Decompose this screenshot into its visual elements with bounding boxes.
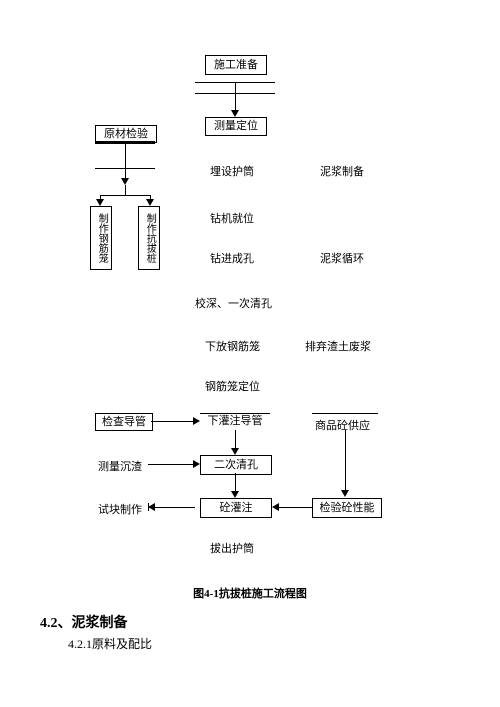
- node-mud-cycle: 泥浆循环: [320, 250, 364, 266]
- figure-caption: 图4-1抗拔桩施工流程图: [165, 585, 335, 601]
- node-drilling: 钻进成孔: [210, 250, 254, 266]
- node-label: 二次清孔: [214, 459, 258, 471]
- node-make-pile: 制作抗拔桩: [138, 206, 160, 270]
- node-check-tremie: 检查导管: [95, 413, 153, 431]
- node-test-block: 试块制作: [98, 501, 142, 517]
- h-sed: [148, 464, 195, 465]
- section-heading: 4.2、泥浆制备: [40, 612, 128, 632]
- arrow-split-l: [96, 199, 104, 206]
- node-test-concrete: 检验砼性能: [312, 498, 382, 518]
- node-rig-position: 钻机就位: [210, 210, 254, 226]
- node-label: 检验砼性能: [320, 502, 375, 514]
- node-lower-cage: 下放钢筋笼: [205, 338, 260, 354]
- subheading-text: 4.2.1原料及配比: [68, 637, 152, 651]
- node-construction-prep: 施工准备: [205, 55, 267, 75]
- node-label: 下灌注导管: [208, 415, 263, 427]
- mat-dbl-top: [95, 141, 155, 142]
- conc-topline: [312, 413, 378, 414]
- arrow-split-r: [146, 199, 154, 206]
- node-label: 排弃渣土废浆: [305, 341, 371, 353]
- v-n9-n10: [235, 430, 236, 450]
- node-label: 试块制作: [98, 504, 142, 516]
- node-label: 拔出护筒: [210, 543, 254, 555]
- heading-text: 4.2、泥浆制备: [40, 616, 128, 631]
- mat-split-h: [100, 195, 150, 196]
- block-tick: [148, 503, 149, 511]
- node-label: 检查导管: [102, 416, 146, 428]
- node-label: 测量定位: [214, 120, 258, 132]
- node-label: 钢筋笼定位: [205, 381, 260, 393]
- mat-v: [125, 143, 126, 181]
- arrow-n1-n2: [231, 110, 239, 117]
- node-concrete-pour: 砼灌注: [200, 498, 272, 518]
- node-install-casing: 埋设护筒: [210, 163, 254, 179]
- v-n1-n2: [235, 82, 236, 112]
- node-label: 下放钢筋笼: [205, 341, 260, 353]
- node-first-clean: 校深、一次清孔: [195, 295, 272, 311]
- h-checkpipe: [151, 421, 195, 422]
- node-label: 校深、一次清孔: [195, 298, 272, 310]
- node-label: 制作抗拔桩: [144, 213, 155, 263]
- node-cage-position: 钢筋笼定位: [205, 378, 260, 394]
- node-label: 钻机就位: [210, 213, 254, 225]
- arrow-block: [148, 503, 155, 511]
- node-label: 测量沉渣: [98, 461, 142, 473]
- v-conc-test: [345, 430, 346, 492]
- arrow-sed: [193, 460, 200, 468]
- arrow-test-pour: [272, 503, 279, 511]
- mat-split-stem: [125, 185, 126, 195]
- node-spoil: 排弃渣土废浆: [305, 338, 371, 354]
- arrow-mat-down: [121, 178, 129, 185]
- node-label: 施工准备: [214, 59, 258, 71]
- arrow-n10-n11: [231, 491, 239, 498]
- node-mud-prep: 泥浆制备: [320, 163, 364, 179]
- node-remove-casing: 拔出护筒: [210, 540, 254, 556]
- arrow-checkpipe: [193, 417, 200, 425]
- node-label: 泥浆制备: [320, 166, 364, 178]
- node-label: 商品砼供应: [315, 420, 370, 432]
- subsection-heading: 4.2.1原料及配比: [68, 635, 152, 652]
- node-label: 制作钢筋笼: [96, 213, 107, 263]
- arrow-n9-n10: [231, 448, 239, 455]
- h-test-pour: [277, 507, 312, 508]
- node-label: 砼灌注: [220, 502, 253, 514]
- node-label: 钻进成孔: [210, 253, 254, 265]
- caption-text: 图4-1抗拔桩施工流程图: [193, 588, 307, 600]
- v-n10-n11: [235, 473, 236, 493]
- h-block: [148, 507, 195, 508]
- node-measure-sediment: 测量沉渣: [98, 458, 142, 474]
- node-make-cage: 制作钢筋笼: [90, 206, 112, 270]
- node-survey-position: 测量定位: [205, 117, 267, 136]
- node-label: 泥浆循环: [320, 253, 364, 265]
- arrow-conc-test: [341, 490, 349, 497]
- node-label: 原材检验: [104, 128, 148, 140]
- n9-underline: [200, 413, 270, 414]
- node-install-tremie: 下灌注导管: [200, 413, 270, 430]
- node-concrete-supply: 商品砼供应: [315, 417, 370, 433]
- node-label: 埋设护筒: [210, 166, 254, 178]
- node-second-clean: 二次清孔: [200, 455, 272, 475]
